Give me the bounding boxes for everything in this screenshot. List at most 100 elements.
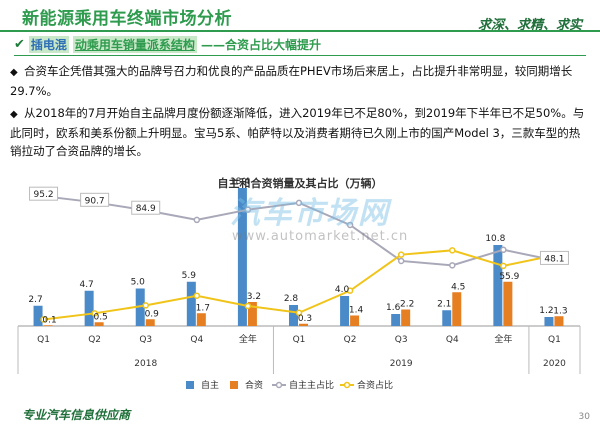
bar-domestic <box>442 310 452 326</box>
x-tick-label: Q1 <box>548 335 561 345</box>
legend-label: 合资占比 <box>357 379 393 391</box>
bar-jv <box>299 323 308 326</box>
bar-domestic <box>84 290 94 326</box>
bar-jv <box>350 315 360 326</box>
legend-swatch <box>186 381 194 389</box>
bar-data-label: 55.9 <box>499 272 519 282</box>
line-data-label: 95.2 <box>34 190 54 200</box>
legend-label: 自主主占比 <box>289 379 334 391</box>
bar-data-label: 4.0 <box>335 285 350 295</box>
series-point <box>449 247 456 254</box>
x-group-label: 2018 <box>134 359 157 369</box>
page-number: 30 <box>578 412 590 422</box>
series-point <box>244 206 252 213</box>
bar-data-label: 1.7 <box>196 303 210 313</box>
bar-domestic <box>237 188 247 326</box>
bar-data-label: 2.2 <box>400 300 414 310</box>
bar-domestic <box>33 305 43 326</box>
series-point <box>142 302 149 309</box>
bar-data-label: 1.6 <box>386 303 401 313</box>
bar-domestic <box>186 281 196 326</box>
legend-swatch <box>275 381 283 389</box>
x-group-label: 2020 <box>543 359 566 369</box>
bar-data-label: 4.7 <box>79 280 93 290</box>
bar-data-label: 5.9 <box>182 271 197 281</box>
diamond-bullet-icon: ◆ <box>10 109 18 120</box>
bar-data-label: 0.5 <box>93 312 107 322</box>
checkmark-icon: ✔ <box>14 37 25 52</box>
series-point <box>295 199 303 207</box>
page-title: 新能源乘用车终端市场分析 <box>22 9 232 29</box>
x-group-label: 2019 <box>390 359 413 369</box>
section-subheading: ✔ 插电混 动乘用车销量派系结构 ——合资占比大幅提升 <box>14 36 321 53</box>
subheading-part3: ——合资占比大幅提升 <box>200 38 321 52</box>
header-divider <box>0 30 600 32</box>
series-line-jv-share <box>43 249 555 321</box>
bar-jv <box>196 313 206 326</box>
line-label-box <box>539 250 569 265</box>
bar-domestic <box>340 296 350 326</box>
bar-jv <box>401 309 411 326</box>
bar-data-label: 18.4 <box>230 177 250 187</box>
bar-data-label: 2.8 <box>284 294 299 304</box>
series-point <box>91 310 98 317</box>
series-point <box>295 309 303 317</box>
series-point <box>193 292 201 299</box>
subheading-part2: 动乘用车销量派系结构 <box>72 36 197 53</box>
series-point <box>500 262 507 270</box>
bar-data-label: 1.2 <box>539 306 553 316</box>
series-point <box>40 316 47 323</box>
line-data-label: 48.1 <box>544 254 564 264</box>
legend-label: 自主 <box>201 379 219 391</box>
bar-data-label: 0.9 <box>145 309 160 319</box>
series-point <box>346 221 354 229</box>
x-tick-label: 全年 <box>494 333 512 345</box>
bar-jv <box>554 316 564 326</box>
x-tick-label: Q1 <box>293 335 306 345</box>
watermark-url: www.automarket.net.cn <box>232 229 409 244</box>
bullet-item: ◆ 从2018年的7月开始自主品牌月度份额逐渐降低，进入2019年已不足80%，到… <box>10 104 590 160</box>
bar-data-label: 1.4 <box>349 306 364 316</box>
bar-jv <box>247 302 257 326</box>
bar-data-label: 3.2 <box>247 292 261 302</box>
series-point <box>449 262 456 269</box>
bar-jv <box>452 292 462 326</box>
legend-label: 合资 <box>245 379 263 391</box>
bar-domestic <box>391 314 401 326</box>
footer-text: 专业汽车信息供应商 <box>22 408 131 422</box>
bar-domestic <box>544 317 554 326</box>
x-tick-label: Q3 <box>139 335 152 345</box>
series-point <box>346 287 354 294</box>
x-tick-label: 全年 <box>239 333 257 345</box>
diamond-bullet-icon: ◆ <box>10 67 18 78</box>
bar-jv <box>94 322 104 326</box>
bar-domestic <box>493 245 503 326</box>
bar-data-label: 0.1 <box>42 315 56 325</box>
bar-data-label: 1.3 <box>553 306 567 316</box>
bar-data-label: 4.5 <box>451 282 465 292</box>
x-tick-label: Q2 <box>88 335 101 345</box>
x-tick-label: Q1 <box>37 335 50 345</box>
chart-title: 自主和合资销量及其占比（万辆） <box>217 177 383 190</box>
series-point <box>500 246 507 254</box>
bullet-text: 从2018年的7月开始自主品牌月度份额逐渐降低，进入2019年已不足80%，到2… <box>10 106 585 158</box>
bar-domestic <box>289 305 298 326</box>
subheading-divider <box>14 55 586 56</box>
bar-data-label: 0.3 <box>298 314 312 324</box>
bar-data-label: 10.8 <box>485 234 505 244</box>
line-label-box <box>80 192 110 207</box>
series-point <box>244 302 252 310</box>
x-tick-label: Q4 <box>446 335 459 345</box>
slogan: 求深、求精、求实 <box>477 18 582 33</box>
line-data-label: 84.9 <box>136 204 156 214</box>
subheading-part1: 插电混 <box>28 36 69 53</box>
bar-jv <box>145 319 155 326</box>
series-point <box>397 257 405 265</box>
x-tick-label: Q4 <box>190 335 203 345</box>
series-point <box>397 251 405 258</box>
bar-data-label: 2.7 <box>28 295 42 305</box>
bar-data-label: 5.0 <box>131 278 146 288</box>
bullet-item: ◆ 合资车企凭借其强大的品牌号召力和优良的产品品质在PHEV市场后来居上，占比提升… <box>10 62 590 100</box>
bullet-text: 合资车企凭借其强大的品牌号召力和优良的产品品质在PHEV市场后来居上，占比提升非… <box>10 64 573 98</box>
